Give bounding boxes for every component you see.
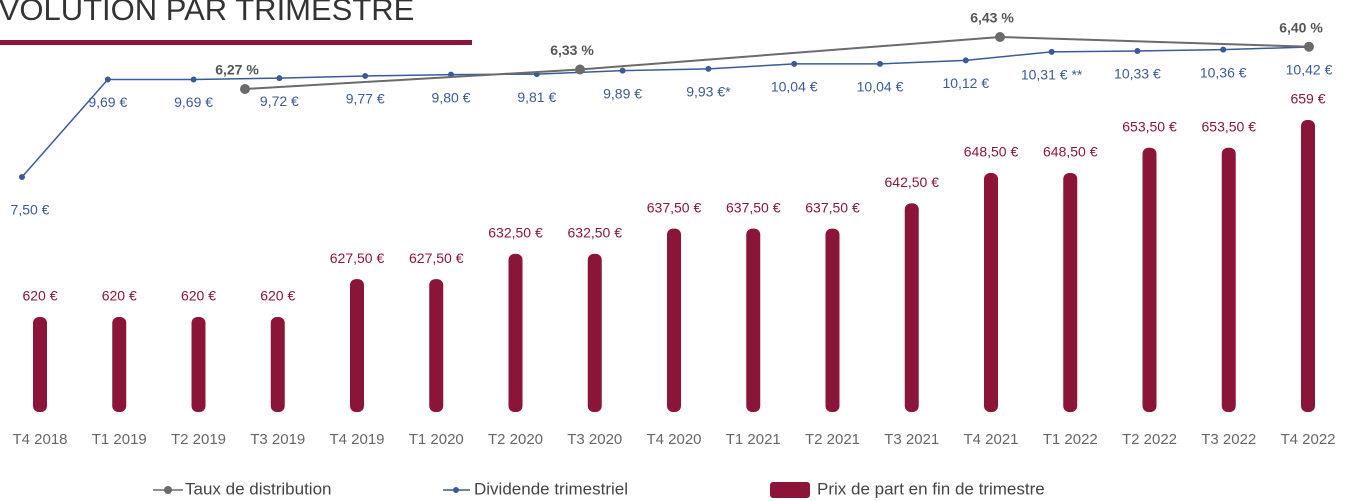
x-tick-label: T1 2022 xyxy=(1043,431,1098,448)
dividend-label: 10,04 € xyxy=(771,79,818,95)
dividend-point xyxy=(362,72,369,79)
dividend-label: 7,50 € xyxy=(11,202,50,218)
dividend-label: 9,93 €* xyxy=(686,84,731,100)
bar xyxy=(1301,120,1315,412)
x-tick-label: T3 2019 xyxy=(250,431,305,448)
bar-label: 648,50 € xyxy=(1043,144,1098,160)
taux-label: 6,43 % xyxy=(970,10,1014,26)
bar-label: 632,50 € xyxy=(568,225,623,241)
dividend-point xyxy=(276,75,283,82)
dividend-point xyxy=(190,76,197,83)
bar-label: 620 € xyxy=(260,288,295,304)
dividend-label: 9,69 € xyxy=(88,94,127,110)
bar-label: 627,50 € xyxy=(409,250,464,266)
dividend-point xyxy=(1134,48,1141,55)
bar xyxy=(1221,147,1236,413)
bar-label: 637,50 € xyxy=(805,199,860,215)
bar xyxy=(825,228,840,412)
dividend-point xyxy=(1048,48,1055,55)
bar xyxy=(33,317,47,412)
dividend-label: 9,81 € xyxy=(517,89,556,105)
x-tick-label: T1 2021 xyxy=(726,431,781,448)
bar xyxy=(746,228,761,412)
taux-point xyxy=(1304,41,1314,52)
dividend-label: 10,36 € xyxy=(1200,64,1247,80)
bar-label: 659 € xyxy=(1290,91,1325,107)
bar xyxy=(112,317,127,412)
bar-label: 648,50 € xyxy=(964,144,1019,160)
dividend-label: 9,89 € xyxy=(603,85,642,101)
x-tick-label: T3 2022 xyxy=(1201,431,1256,448)
legend-label: Prix de part en fin de trimestre xyxy=(817,479,1045,498)
dividend-label: 10,31 € ** xyxy=(1021,67,1083,83)
dividend-label: 10,04 € xyxy=(857,79,904,95)
bar xyxy=(429,279,444,412)
dividend-label: 10,33 € xyxy=(1114,66,1161,82)
bar xyxy=(904,203,919,412)
x-tick-label: T3 2021 xyxy=(884,431,939,448)
bar-label: 620 € xyxy=(102,288,137,304)
bar-label: 642,50 € xyxy=(885,174,940,190)
dividend-point xyxy=(791,60,798,67)
dividend-label: 9,80 € xyxy=(432,89,471,105)
taux-line xyxy=(244,35,1310,90)
dividend-point xyxy=(104,76,111,83)
dividend-label: 10,42 € xyxy=(1286,62,1333,78)
x-tick-label: T4 2021 xyxy=(963,431,1018,448)
x-tick-label: T2 2020 xyxy=(488,431,543,448)
x-tick-label: T4 2022 xyxy=(1280,431,1335,448)
title-underline xyxy=(0,40,472,45)
taux-label: 6,40 % xyxy=(1279,19,1323,35)
dividend-line xyxy=(21,46,1310,178)
x-tick-label: T2 2019 xyxy=(171,431,226,448)
bar-label: 637,50 € xyxy=(647,199,702,215)
x-tick-label: T2 2021 xyxy=(805,431,860,448)
bar xyxy=(667,228,681,412)
chart-title: ÉVOLUTION PAR TRIMESTRE xyxy=(0,0,414,27)
x-tick-label: T4 2019 xyxy=(329,431,384,448)
bar xyxy=(587,253,602,412)
taux-point xyxy=(575,64,585,75)
legend-label: Taux de distribution xyxy=(185,479,331,498)
taux-point xyxy=(995,32,1005,42)
dividend-point xyxy=(619,67,626,74)
bar-label: 653,50 € xyxy=(1202,118,1257,134)
dividend-label: 10,12 € xyxy=(942,75,989,91)
bar-label: 632,50 € xyxy=(488,225,543,241)
bar xyxy=(984,173,998,412)
x-tick-label: T2 2022 xyxy=(1122,431,1177,448)
legend-swatch xyxy=(770,482,810,498)
dividend-point xyxy=(19,174,25,180)
dividend-point xyxy=(877,60,883,67)
dividend-label: 9,72 € xyxy=(260,93,299,109)
x-tick-label: T4 2020 xyxy=(646,431,701,448)
legend-marker xyxy=(453,487,459,493)
bar-label: 620 € xyxy=(22,288,57,304)
taux-label: 6,33 % xyxy=(550,42,594,58)
legend-marker xyxy=(164,486,172,494)
bar xyxy=(1142,147,1157,413)
x-tick-label: T1 2019 xyxy=(92,431,147,448)
bar xyxy=(1063,173,1078,412)
x-tick-label: T1 2020 xyxy=(409,431,464,448)
dividend-label: 9,77 € xyxy=(346,91,385,107)
bar-label: 653,50 € xyxy=(1122,118,1177,134)
bar-label: 627,50 € xyxy=(330,250,385,266)
dividend-point xyxy=(962,57,969,64)
bar xyxy=(350,279,364,412)
bar xyxy=(508,253,523,412)
taux-point xyxy=(240,84,250,94)
dividend-label: 9,69 € xyxy=(174,94,213,110)
legend-label: Dividende trimestriel xyxy=(474,479,628,498)
bar xyxy=(191,317,206,412)
bar xyxy=(270,317,285,412)
x-tick-label: T4 2018 xyxy=(12,431,67,448)
taux-label: 6,27 % xyxy=(215,62,259,78)
dividend-point xyxy=(705,65,712,72)
bar-label: 637,50 € xyxy=(726,199,781,215)
bar-label: 620 € xyxy=(181,288,216,304)
dividend-point xyxy=(1220,46,1227,53)
x-tick-label: T3 2020 xyxy=(567,431,622,448)
